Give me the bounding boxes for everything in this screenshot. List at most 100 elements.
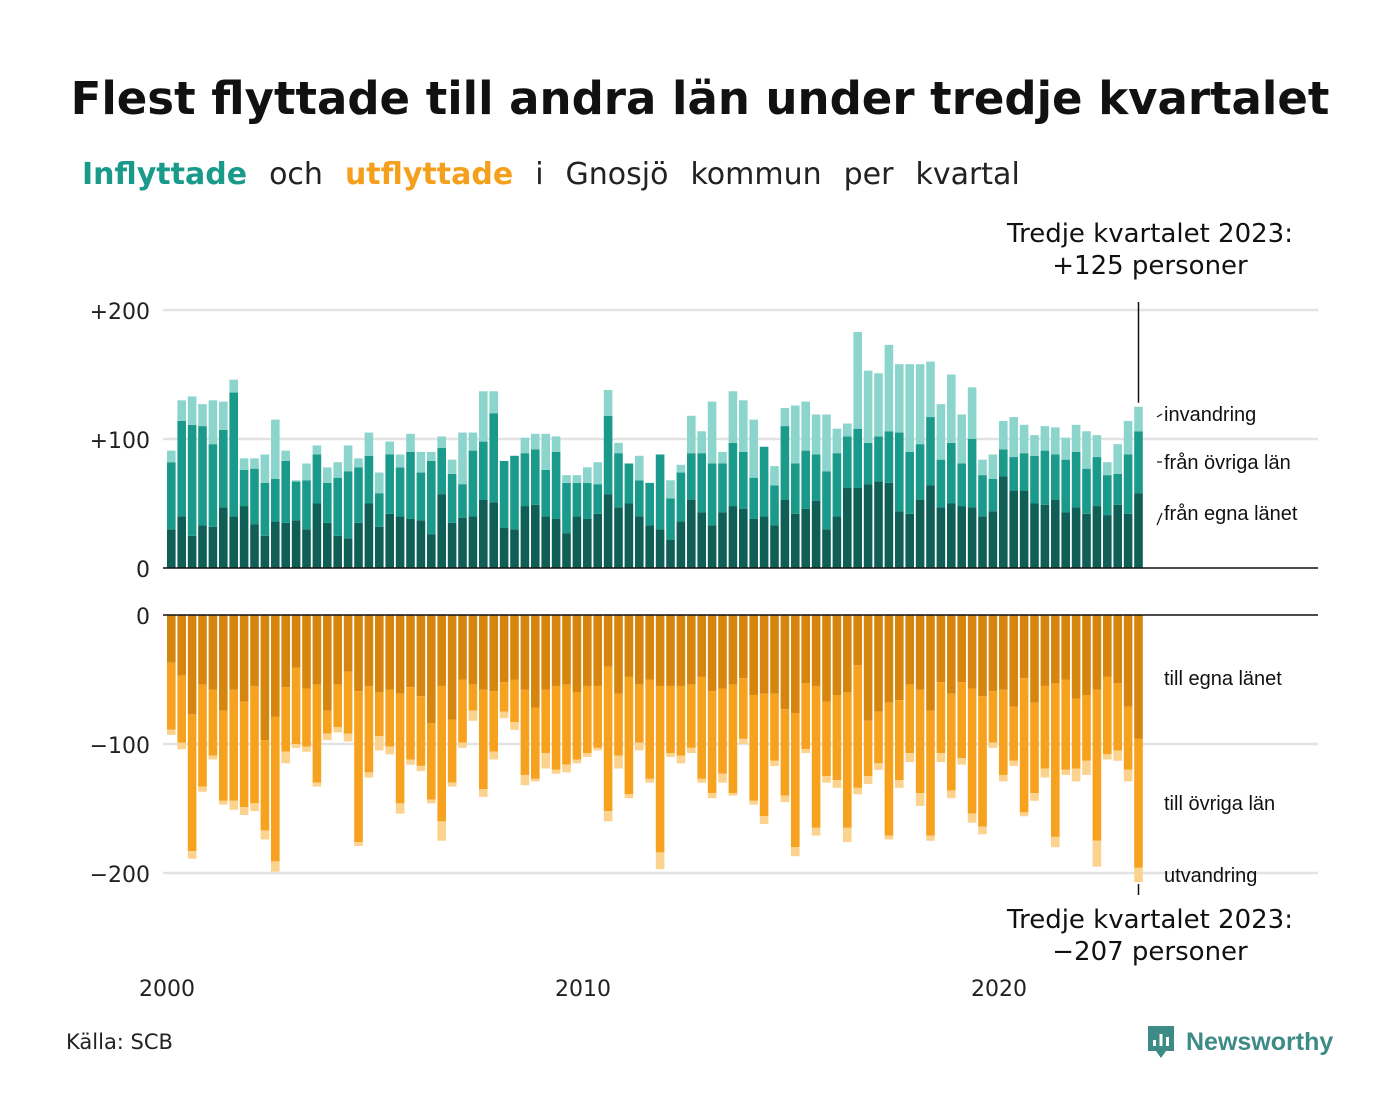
bar-immigration [1082,431,1091,469]
bar-to-own-county [416,615,426,697]
bar-from-other-counties [957,463,966,507]
bar-to-own-county [635,615,644,685]
bar-immigration [967,387,977,439]
bar-from-own-county [749,518,758,568]
bar-immigration [406,433,415,452]
bar-to-own-county [884,615,894,703]
bar-from-own-county [219,507,228,568]
bar-to-own-county [510,615,519,680]
bar-to-own-county [260,615,270,741]
bar-emigration [1019,812,1029,817]
bar-to-other-counties [614,693,623,756]
y-tick-label: −100 [90,734,150,759]
bar-from-own-county [915,499,925,568]
bar-emigration [572,759,582,764]
bar-emigration [333,727,342,733]
bar-from-other-counties [572,482,582,517]
bar-to-own-county [770,615,779,694]
bar-immigration [843,423,852,437]
bar-to-other-counties [1009,706,1018,761]
bar-emigration [520,774,530,786]
bar-to-own-county [1092,615,1102,690]
bar-emigration [229,800,238,810]
bar-to-other-counties [281,687,290,752]
bar-to-own-county [364,615,374,686]
bar-from-own-county [947,503,956,568]
bar-to-own-county [468,615,478,685]
bar-to-other-counties [302,688,311,747]
bar-emigration [250,803,259,812]
bar-to-own-county [375,615,384,693]
bar-immigration [739,400,748,452]
bar-to-own-county [1019,615,1029,679]
bar-to-own-county [1061,615,1070,680]
bar-from-other-counties [343,471,353,539]
bar-to-own-county [479,615,488,690]
bar-from-other-counties [843,436,852,489]
bar-to-own-county [1040,615,1050,686]
bar-emigration [187,851,197,859]
bar-to-other-counties [967,688,977,814]
bar-from-other-counties [666,498,675,540]
bar-from-other-counties [801,450,810,509]
bar-to-own-county [562,615,571,685]
bar-to-other-counties [1103,676,1112,755]
bar-emigration [957,758,966,765]
bar-immigration [1030,435,1039,456]
bar-immigration [593,462,602,485]
bar-immigration [562,475,571,483]
bar-emigration [926,835,935,841]
bar-emigration [551,769,561,774]
bar-emigration [312,782,322,787]
bar-to-other-counties [271,716,280,862]
bar-emigration [853,787,862,795]
bar-to-own-county [593,615,602,686]
bar-to-other-counties [957,682,966,759]
bar-emigration [728,793,738,796]
bar-emigration [458,742,467,748]
bar-emigration [770,760,779,766]
bar-emigration [510,722,519,730]
bar-from-own-county [551,518,561,568]
bar-from-own-county [562,533,571,568]
bar-from-own-county [1071,507,1081,568]
bar-emigration [1123,769,1133,782]
bar-immigration [208,400,218,445]
bar-emigration [978,826,987,835]
bar-from-other-counties [416,472,426,521]
bar-emigration [1134,867,1143,883]
bar-from-own-county [447,522,457,568]
bar-from-own-county [271,521,280,568]
bar-to-other-counties [988,691,998,743]
bar-to-other-counties [385,689,394,747]
bar-from-own-county [364,503,374,568]
bar-from-own-county [957,506,966,568]
bar-to-other-counties [551,685,561,770]
bar-from-own-county [437,494,446,568]
bar-from-other-counties [759,446,769,517]
bar-emigration [395,803,405,814]
subtitle-word: i [535,157,544,192]
bar-from-own-county [323,522,332,568]
bar-from-other-counties [531,449,540,505]
bar-emigration [489,751,498,760]
bar-from-other-counties [822,471,831,530]
bar-from-other-counties [926,417,935,486]
bar-from-other-counties [895,432,904,512]
bar-from-own-county [707,525,717,568]
bar-immigration [666,480,675,499]
bar-from-other-counties [739,451,748,509]
bar-to-other-counties [572,692,582,760]
bar-to-own-county [437,615,446,686]
bar-from-own-county [187,535,197,568]
bar-to-other-counties [520,689,530,775]
subtitle-word: kvartal [915,157,1020,192]
x-tick-label: 2020 [971,977,1027,1002]
bar-to-other-counties [687,684,696,748]
bar-immigration [260,454,270,483]
bar-from-other-counties [499,460,509,529]
bar-immigration [1113,444,1122,474]
bar-from-other-counties [635,480,644,517]
bar-to-other-counties [624,676,634,795]
bar-emigration [863,776,873,784]
